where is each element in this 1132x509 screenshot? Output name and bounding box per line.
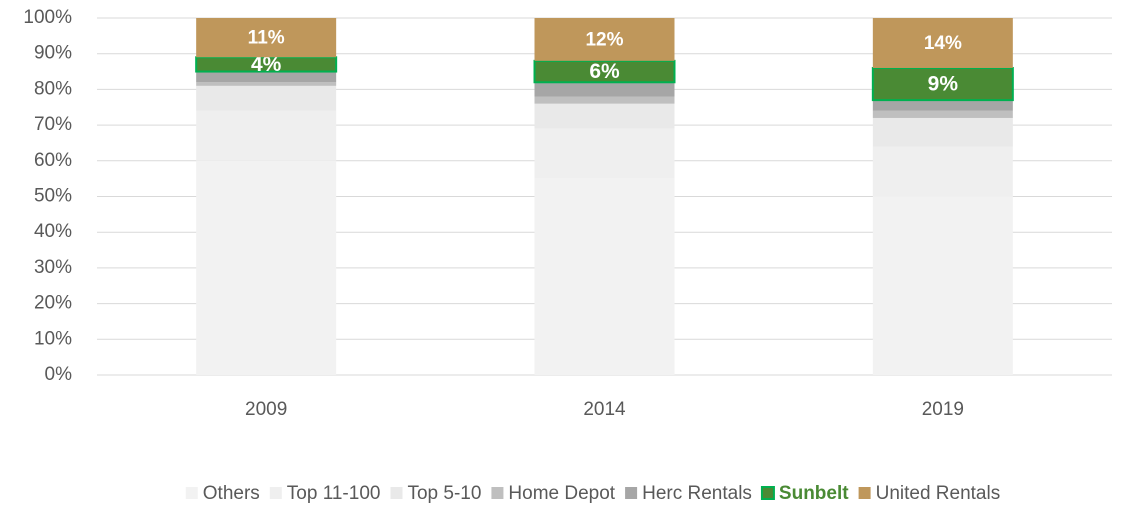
legend-label: Sunbelt — [779, 483, 849, 504]
bar-segment — [872, 110, 1013, 118]
bar-segment — [534, 178, 675, 375]
legend-swatch — [858, 487, 871, 499]
legend-swatch — [390, 487, 403, 499]
x-tick-label: 2019 — [922, 399, 964, 420]
data-label: 14% — [924, 33, 962, 54]
legend-swatch — [491, 487, 504, 499]
y-tick-label: 50% — [34, 186, 72, 207]
y-tick-label: 40% — [34, 221, 72, 242]
legend-label: Top 11-100 — [287, 483, 381, 504]
bar-segment — [872, 117, 1013, 147]
legend-swatch — [185, 487, 198, 499]
bar-segment — [872, 196, 1013, 375]
bar-segment — [872, 100, 1013, 111]
data-label: 11% — [248, 28, 285, 49]
legend-label: Home Depot — [508, 483, 615, 504]
bar-segment — [196, 160, 337, 375]
data-label: 4% — [251, 53, 282, 76]
legend-label: Herc Rentals — [642, 483, 752, 504]
y-tick-label: 10% — [34, 328, 72, 349]
y-tick-label: 0% — [45, 364, 73, 385]
legend-label: United Rentals — [876, 483, 1001, 504]
data-label: 12% — [585, 29, 623, 50]
y-tick-label: 80% — [34, 78, 72, 99]
legend-label: Others — [203, 483, 260, 504]
y-tick-label: 60% — [34, 150, 72, 171]
y-tick-label: 20% — [34, 293, 72, 314]
bar-segment — [872, 18, 1013, 68]
bar-segment — [196, 71, 337, 83]
bar-segment — [196, 85, 337, 111]
bar-segment — [196, 82, 337, 86]
x-tick-label: 2014 — [583, 399, 626, 420]
y-tick-label: 30% — [34, 257, 72, 278]
bar-segment — [534, 18, 675, 61]
bar-segment — [534, 82, 675, 97]
bar-segment — [534, 128, 675, 179]
bar-segment — [196, 110, 337, 161]
data-label: 6% — [589, 60, 620, 83]
bar-segment — [534, 96, 675, 104]
bar-segment — [534, 103, 675, 129]
data-label: 9% — [928, 73, 959, 96]
bar-segment — [872, 146, 1013, 197]
bar-segment — [196, 18, 337, 58]
legend-swatch — [760, 486, 775, 500]
y-tick-label: 100% — [23, 7, 72, 28]
y-tick-label: 70% — [34, 114, 72, 135]
y-tick-label: 90% — [34, 43, 72, 64]
x-tick-label: 2009 — [245, 399, 287, 420]
bar-segment — [871, 66, 1014, 102]
legend-swatch — [625, 487, 638, 499]
legend-swatch — [269, 487, 282, 499]
legend-label: Top 5-10 — [407, 483, 481, 504]
